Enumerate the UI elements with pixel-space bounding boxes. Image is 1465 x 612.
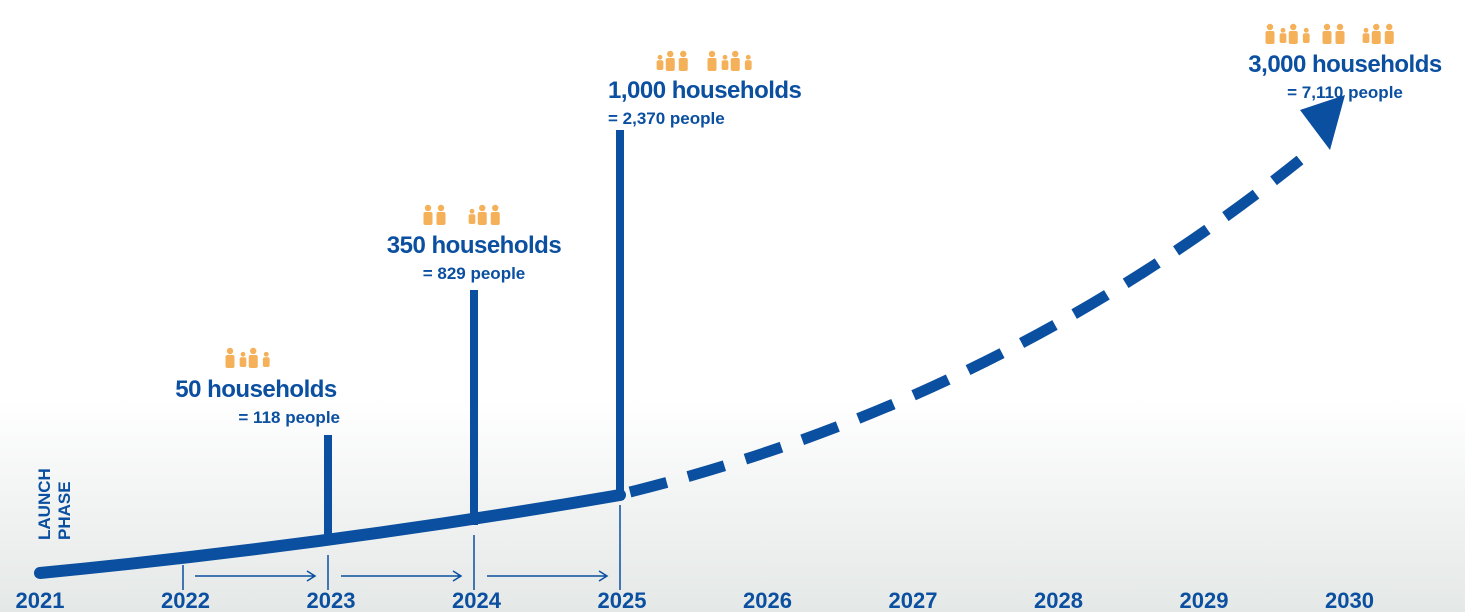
year-label: 2027 — [889, 588, 938, 612]
households: 50 households — [175, 376, 337, 403]
year-label: 2028 — [1034, 588, 1083, 612]
people: = 829 people — [423, 264, 526, 283]
year-label: 2024 — [452, 588, 502, 612]
launch-phase: LAUNCHPHASE — [35, 468, 74, 540]
year-label: 2023 — [307, 588, 356, 612]
year-label: 2026 — [743, 588, 792, 612]
year-label: 2025 — [598, 588, 647, 612]
households: 1,000 households — [608, 77, 802, 104]
year-label: 2029 — [1180, 588, 1229, 612]
year-label: 2021 — [16, 588, 65, 612]
family-icons — [225, 23, 1394, 368]
people: = 7,110 people — [1287, 83, 1403, 102]
projection-curve — [628, 155, 1304, 498]
people: = 2,370 people — [608, 109, 725, 128]
milestone-bars — [324, 130, 624, 545]
period-arrows — [182, 505, 621, 590]
households: 3,000 households — [1248, 51, 1442, 78]
year-label: 2022 — [161, 588, 210, 612]
people: = 118 people — [238, 408, 340, 427]
arrow-head — [1300, 95, 1345, 150]
households: 350 households — [387, 232, 562, 259]
year-label: 2030 — [1325, 588, 1374, 612]
